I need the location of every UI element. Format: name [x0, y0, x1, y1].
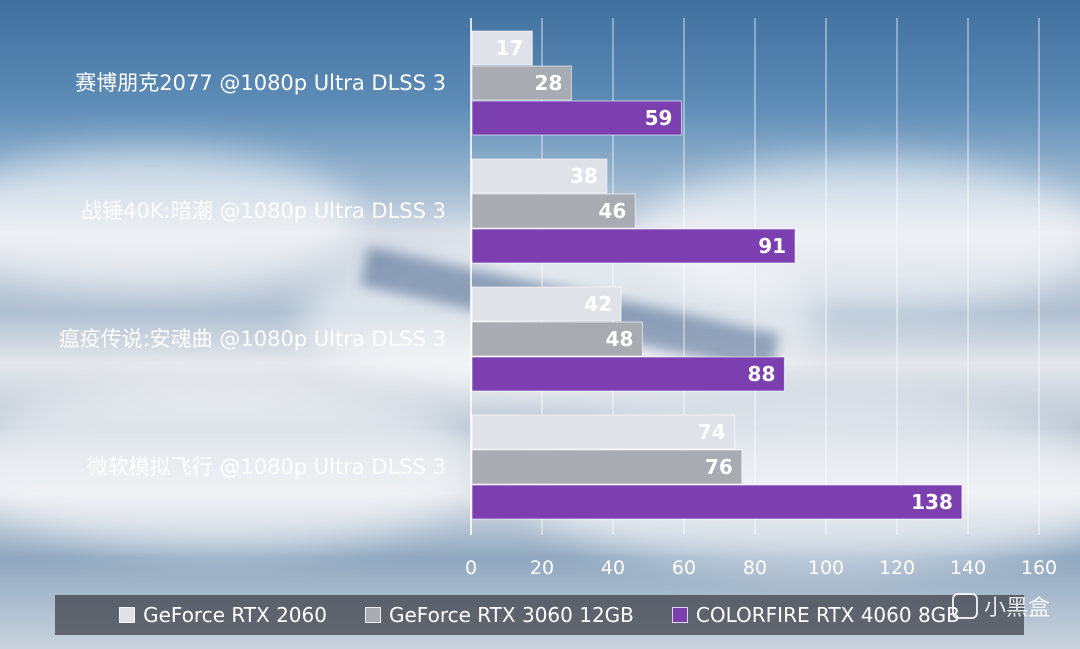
- legend-swatch: [671, 607, 688, 623]
- x-tick-label: 120: [879, 557, 915, 579]
- bar: [471, 414, 736, 450]
- data-label: 59: [645, 106, 673, 130]
- category-label: 微软模拟飞行 @1080p Ultra DLSS 3: [87, 455, 446, 479]
- bars: [471, 30, 963, 520]
- bar: [471, 356, 785, 392]
- bar: [471, 286, 622, 322]
- watermark-logo-icon: [951, 593, 978, 619]
- data-label: 38: [570, 164, 598, 188]
- legend-label: COLORFIRE RTX 4060 8GB: [695, 603, 960, 627]
- legend: GeForce RTX 2060 GeForce RTX 3060 12GB COL…: [55, 595, 1024, 635]
- legend-item: GeForce RTX 3060 12GB: [364, 603, 634, 627]
- data-label: 138: [911, 490, 953, 514]
- category-label: 瘟疫传说:安魂曲 @1080p Ultra DLSS 3: [59, 327, 446, 351]
- x-tick-label: 140: [950, 557, 986, 579]
- bar: [471, 193, 636, 229]
- legend-swatch: [364, 607, 381, 623]
- legend-label: GeForce RTX 3060 12GB: [388, 603, 634, 627]
- data-label: 17: [496, 36, 524, 60]
- x-tick-label: 40: [601, 557, 625, 579]
- bar: [471, 484, 963, 520]
- bar: [471, 158, 608, 194]
- category-label: 赛博朋克2077 @1080p Ultra DLSS 3: [75, 71, 446, 95]
- x-tick-label: 20: [530, 557, 554, 579]
- bar: [471, 30, 533, 66]
- legend-item: COLORFIRE RTX 4060 8GB: [671, 603, 960, 627]
- x-tick-label: 160: [1021, 557, 1057, 579]
- data-label: 42: [584, 292, 612, 316]
- legend-label: GeForce RTX 2060: [143, 603, 327, 627]
- watermark: 小黑盒: [951, 590, 1050, 622]
- bar: [471, 321, 643, 357]
- x-tick-label: 60: [672, 557, 696, 579]
- data-label: 74: [698, 420, 726, 444]
- bar: [471, 449, 743, 485]
- data-label: 91: [758, 234, 786, 258]
- data-label: 76: [705, 455, 733, 479]
- legend-swatch: [119, 607, 136, 623]
- x-tick-label: 100: [808, 557, 844, 579]
- data-label: 28: [535, 71, 563, 95]
- data-label: 88: [748, 362, 776, 386]
- x-tick-label: 0: [465, 557, 477, 579]
- data-label: 48: [606, 327, 634, 351]
- category-label: 战锤40K:暗潮 @1080p Ultra DLSS 3: [81, 199, 446, 223]
- bar: [471, 228, 796, 264]
- legend-item: GeForce RTX 2060: [119, 603, 327, 627]
- data-label: 46: [598, 199, 626, 223]
- bar: [471, 100, 682, 136]
- watermark-text: 小黑盒: [983, 596, 1050, 621]
- x-tick-label: 80: [743, 557, 767, 579]
- bar: [471, 65, 572, 101]
- labels: 0 20 40 60 80 100 120 140 160 赛博朋克2077 @1080p Ult…: [59, 36, 1058, 579]
